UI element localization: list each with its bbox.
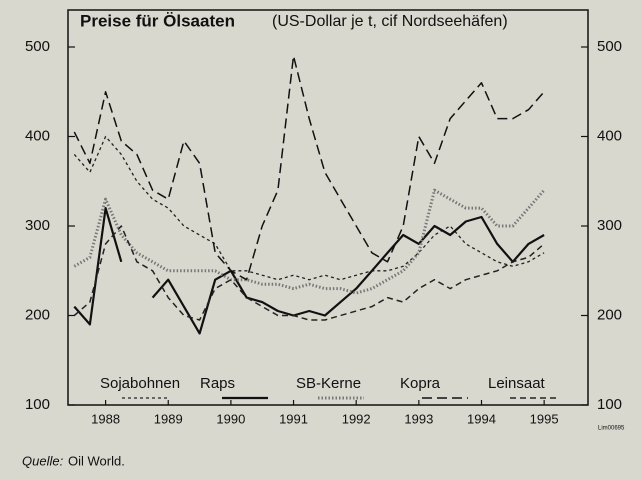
y-tick-label: 300 (25, 217, 50, 234)
line-series (73, 55, 545, 281)
y2-tick-label: 400 (597, 127, 622, 144)
y2-tick-label: 100 (597, 396, 622, 413)
x-tick-label: 1992 (342, 411, 371, 426)
y2-tick-label: 500 (597, 38, 622, 55)
legend-label: Sojabohnen (100, 375, 180, 392)
y-tick-label: 200 (25, 306, 50, 323)
y2-tick-label: 200 (597, 306, 622, 323)
x-tick-label: 1990 (216, 411, 245, 426)
line-series (73, 225, 545, 321)
code: Lim00695 (598, 426, 625, 432)
line-series (151, 215, 545, 335)
x-tick-label: 1995 (530, 411, 559, 426)
x-tick-label: 1988 (91, 411, 120, 426)
line-series (73, 135, 545, 281)
chart-subtitle: (US-Dollar je t, cif Nordseehäfen) (272, 13, 508, 30)
source-label: Quelle: (22, 453, 64, 468)
legend-label: Kopra (400, 375, 441, 392)
x-tick-label: 1994 (467, 411, 496, 426)
source: Oil World. (68, 453, 125, 468)
legend-label: SB-Kerne (296, 375, 361, 392)
x-tick-label: 1989 (154, 411, 183, 426)
x-tick-label: 1993 (404, 411, 433, 426)
y-tick-label: 500 (25, 38, 50, 55)
line-series (73, 188, 546, 295)
x-tick-label: 1991 (279, 411, 308, 426)
y-tick-label: 100 (25, 396, 50, 413)
legend-label: Leinsaat (488, 375, 546, 392)
legend-label: Raps (200, 375, 235, 392)
y-tick-label: 400 (25, 127, 50, 144)
chart-title: Preise für Ölsaaten (80, 11, 235, 30)
y2-tick-label: 300 (597, 217, 622, 234)
plot-frame (67, 9, 589, 406)
